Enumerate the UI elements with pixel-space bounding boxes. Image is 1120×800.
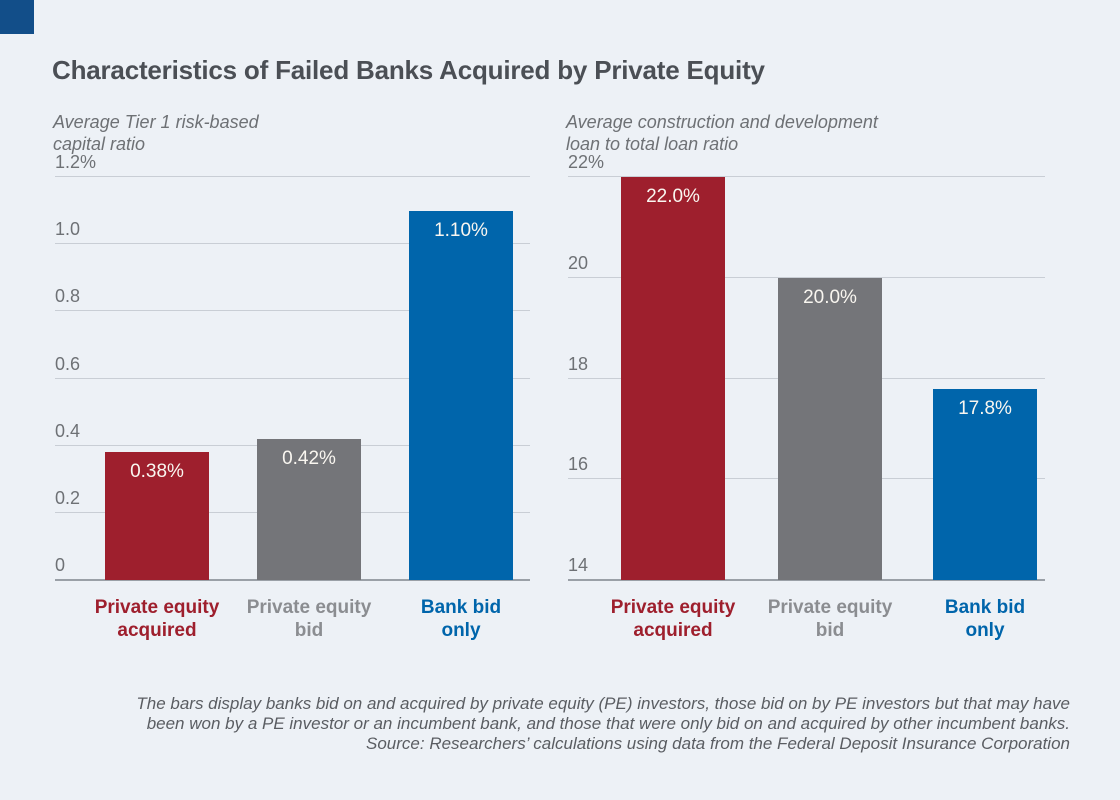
x-axis-line — [55, 579, 530, 581]
gridline — [55, 243, 530, 245]
category-label: Private equity acquired — [94, 597, 220, 641]
y-tick-label: 0.4 — [55, 420, 81, 441]
left-chart-subtitle: Average Tier 1 risk-based capital ratio — [53, 111, 259, 155]
nber-digest-corner-mark — [0, 0, 34, 34]
footnote-line1: The bars display banks bid on and acquir… — [136, 694, 1070, 713]
footnote-source-line: Source: Researchers’ calculations using … — [366, 734, 1070, 753]
bar-bank-bid-only: 17.8% — [933, 388, 1037, 580]
bar-bank-bid-only: 1.10% — [409, 210, 513, 580]
y-tick-label: 16 — [568, 454, 589, 475]
right-chart-subtitle: Average construction and development loa… — [566, 111, 878, 155]
right-bar-chart: 22% 20 18 16 14 22.0% Private equity acquired 2… — [568, 152, 1045, 641]
category-label: Bank bid only — [944, 597, 1026, 641]
footnote-line2: been won by a PE investor or an incumben… — [146, 714, 1070, 733]
right-chart-subtitle-line1: Average construction and development — [566, 112, 878, 132]
bar-value-label: 1.10% — [434, 219, 488, 241]
y-tick-label: 0.8 — [55, 286, 81, 307]
y-tick-label: 1.0 — [55, 219, 81, 240]
bar-value-label: 17.8% — [958, 397, 1012, 419]
y-tick-label: 14 — [568, 555, 589, 575]
right-chart-subtitle-line2: loan to total loan ratio — [566, 134, 739, 154]
bar-private-equity-bid: 20.0% — [778, 277, 882, 580]
gridline — [55, 377, 530, 379]
y-tick-label: 1.2% — [55, 152, 97, 172]
category-label: Private equity bid — [767, 597, 893, 641]
figure-title: Characteristics of Failed Banks Acquired… — [52, 55, 765, 86]
gridline — [55, 310, 530, 312]
bar-value-label: 22.0% — [646, 186, 700, 207]
category-label: Bank bid only — [420, 597, 502, 641]
left-chart-subtitle-line2: capital ratio — [53, 134, 146, 154]
bar-value-label: 0.38% — [130, 461, 184, 483]
figure-footnote: The bars display banks bid on and acquir… — [70, 694, 1070, 754]
y-tick-label: 18 — [568, 353, 589, 374]
gridline — [568, 276, 1045, 278]
bar-private-equity-acquired: 0.38% — [105, 452, 209, 580]
y-tick-label: 0.2 — [55, 487, 81, 508]
bar-private-equity-acquired: 22.0% — [621, 177, 725, 580]
category-label: Private equity bid — [246, 597, 372, 641]
category-label: Private equity acquired — [610, 597, 736, 641]
bar-value-label: 0.42% — [282, 447, 336, 469]
left-bar-chart: 1.2% 1.0 0.8 0.6 0.4 0.2 0 0.38% Private equity … — [55, 152, 530, 641]
y-tick-label: 22% — [568, 152, 605, 172]
y-tick-label: 0 — [55, 555, 66, 575]
x-axis-line — [568, 579, 1045, 581]
bar-value-label: 20.0% — [803, 286, 857, 308]
gridline — [568, 176, 1045, 177]
y-tick-label: 20 — [568, 252, 589, 273]
bar-private-equity-bid: 0.42% — [257, 438, 361, 580]
gridline — [55, 176, 530, 177]
y-tick-label: 0.6 — [55, 353, 81, 374]
left-chart-subtitle-line1: Average Tier 1 risk-based — [53, 112, 259, 132]
